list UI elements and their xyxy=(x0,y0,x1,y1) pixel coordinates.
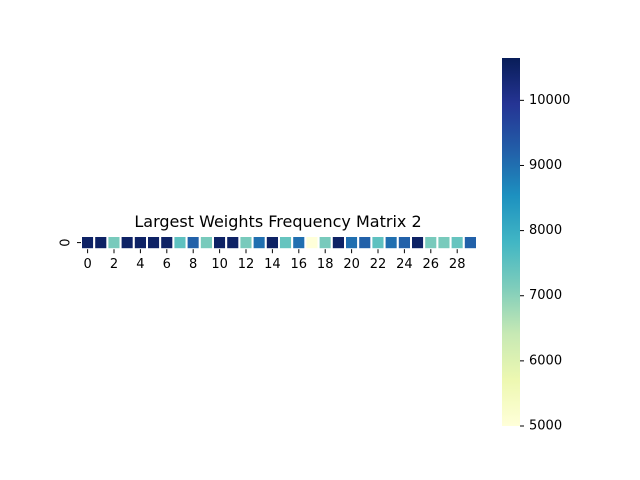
colorbar-tick-label: 10000 xyxy=(529,93,570,108)
x-tick-label: 10 xyxy=(211,257,228,272)
heatmap-cell xyxy=(462,235,478,251)
heatmap-cell xyxy=(238,235,254,251)
x-axis: 0 2 4 6 8 10 12 14 16 18 20 22 24 26 28 xyxy=(83,249,465,272)
heatmap-cell xyxy=(304,235,320,251)
y-tick-label: 0 xyxy=(59,238,74,246)
heatmap-cell xyxy=(291,235,307,251)
heatmap-cell xyxy=(278,235,294,251)
heatmap-cell xyxy=(436,235,452,251)
heatmap-cell xyxy=(159,235,175,251)
heatmap-cell xyxy=(172,235,188,251)
heatmap-cell xyxy=(225,235,241,251)
heatmap-cell xyxy=(330,235,346,251)
colorbar-tick-label: 5000 xyxy=(529,419,562,434)
x-tick-label: 2 xyxy=(110,257,118,272)
x-tick-label: 24 xyxy=(396,257,413,272)
colorbar-axis: 5000 6000 7000 8000 9000 10000 xyxy=(520,93,570,434)
heatmap-cell xyxy=(357,235,373,251)
heatmap-cell xyxy=(264,235,280,251)
heatmap-cell xyxy=(317,235,333,251)
heatmap-cell xyxy=(93,235,109,251)
heatmap-cell xyxy=(80,235,96,251)
heatmap-cell xyxy=(106,235,122,251)
heatmap-cell xyxy=(146,235,162,251)
x-tick-label: 4 xyxy=(136,257,144,272)
heatmap-cell xyxy=(132,235,149,251)
colorbar xyxy=(502,58,520,426)
x-tick-label: 0 xyxy=(83,257,91,272)
heatmap-cell xyxy=(396,235,412,251)
colorbar-tick-label: 8000 xyxy=(529,223,562,238)
heatmap-cell xyxy=(185,235,201,251)
x-tick-label: 18 xyxy=(317,257,334,272)
x-tick-label: 8 xyxy=(189,257,197,272)
x-tick-label: 26 xyxy=(423,257,440,272)
colorbar-tick-label: 6000 xyxy=(529,353,562,368)
heatmap-cell xyxy=(198,235,215,251)
x-tick-label: 16 xyxy=(291,257,308,272)
heatmap-cell xyxy=(251,235,267,251)
x-tick-label: 22 xyxy=(370,257,387,272)
heatmap-cell xyxy=(449,235,465,251)
heatmap-cell xyxy=(410,235,426,251)
heatmap-cell xyxy=(344,235,360,251)
heatmap-cell xyxy=(423,235,439,251)
heatmap-cell xyxy=(212,235,228,251)
heatmap-cell xyxy=(119,235,135,251)
y-axis: 0 xyxy=(59,238,81,247)
heatmap-cells xyxy=(80,235,478,251)
x-tick-label: 20 xyxy=(343,257,360,272)
heatmap-cell xyxy=(370,235,386,251)
x-tick-label: 12 xyxy=(238,257,255,272)
chart-title: Largest Weights Frequency Matrix 2 xyxy=(134,212,421,231)
heatmap-cell xyxy=(383,235,399,251)
x-tick-label: 6 xyxy=(163,257,171,272)
x-tick-label: 28 xyxy=(449,257,466,272)
colorbar-tick-label: 9000 xyxy=(529,158,562,173)
colorbar-tick-label: 7000 xyxy=(529,288,562,303)
x-tick-label: 14 xyxy=(264,257,281,272)
